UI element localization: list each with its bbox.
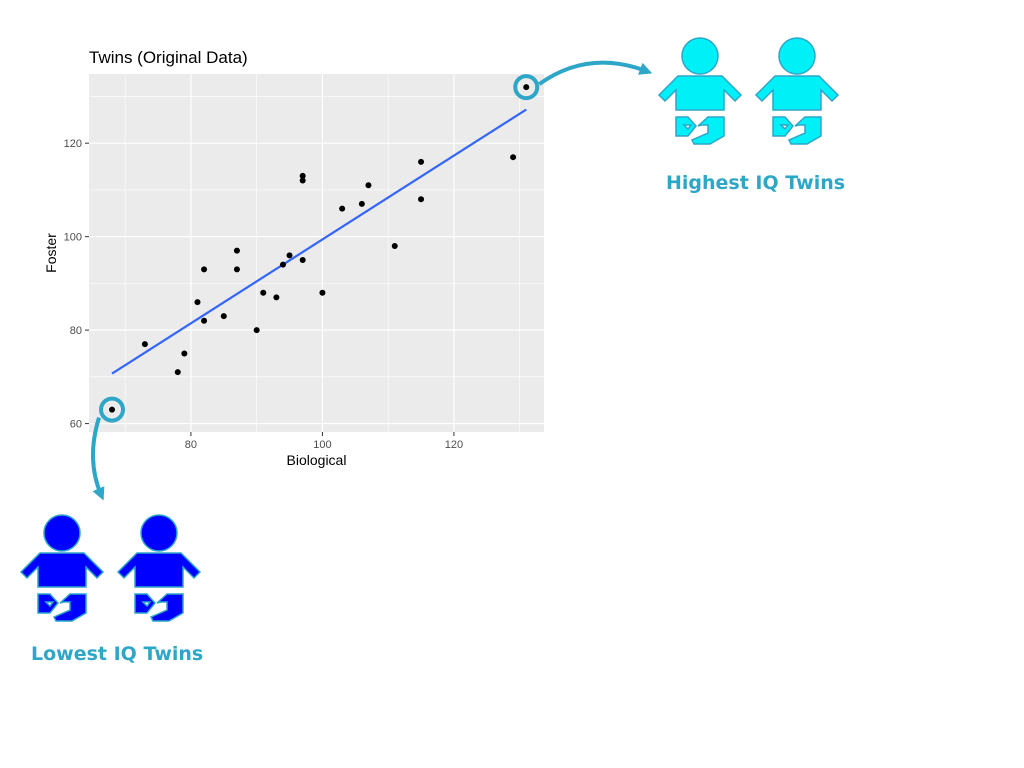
data-point: [510, 154, 517, 161]
data-point: [279, 261, 286, 268]
data-point: [339, 205, 346, 212]
x-tick-label: 120: [445, 439, 463, 451]
data-point: [365, 182, 372, 189]
baby-icon-low-right: [117, 514, 201, 622]
data-point: [299, 257, 306, 264]
y-tick-label: 80: [70, 325, 82, 337]
data-point: [391, 242, 398, 249]
data-point: [253, 327, 260, 334]
y-tick-label: 120: [64, 138, 82, 150]
data-point: [233, 266, 240, 273]
y-tick-label: 100: [64, 232, 82, 244]
plot-panel: [89, 74, 544, 432]
data-point: [260, 289, 267, 296]
data-point: [109, 406, 116, 413]
data-point: [319, 289, 326, 296]
highest-point-ring: [513, 74, 540, 101]
data-point: [181, 350, 188, 357]
data-point: [299, 172, 306, 179]
data-point: [174, 369, 181, 376]
x-tick-label: 100: [313, 439, 331, 451]
highest-callout-arrow: [538, 60, 653, 86]
regression-line: [111, 108, 527, 375]
baby-icon-high-right: [755, 37, 839, 145]
data-point: [233, 247, 240, 254]
lowest-point-ring: [99, 396, 126, 423]
data-point: [201, 266, 208, 273]
data-point: [418, 158, 425, 165]
data-point: [299, 177, 306, 184]
data-point: [523, 84, 530, 91]
data-point: [201, 317, 208, 324]
baby-icon-high-left: [658, 37, 742, 145]
data-point: [286, 252, 293, 259]
x-axis-label: Biological: [287, 452, 347, 468]
data-point: [141, 341, 148, 348]
data-point: [194, 299, 201, 306]
data-point: [418, 196, 425, 203]
y-tick-label: 60: [70, 419, 82, 431]
data-point: [358, 200, 365, 207]
y-axis-label: Foster: [43, 233, 59, 273]
data-point: [273, 294, 280, 301]
x-tick-label: 80: [185, 439, 197, 451]
chart-title: Twins (Original Data): [89, 48, 248, 67]
lowest-iq-label: Lowest IQ Twins: [31, 643, 204, 665]
highest-iq-label: Highest IQ Twins: [666, 172, 846, 194]
lowest-callout-arrow: [90, 416, 105, 501]
data-point: [220, 313, 227, 320]
baby-icon-low-left: [20, 514, 104, 622]
